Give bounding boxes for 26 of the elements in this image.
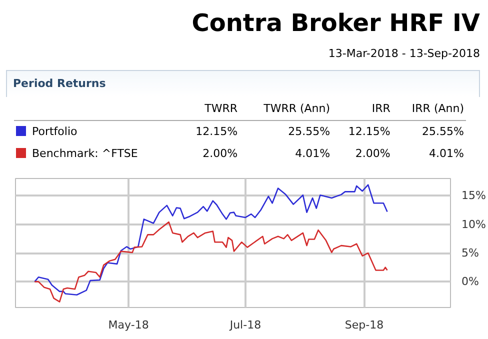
y-tick-label: 15% [462,189,486,202]
x-tick-label: Jul-18 [228,318,262,332]
y-tick-label: 10% [462,218,486,231]
y-tick-label: 0% [462,275,479,288]
legend-label: Benchmark: ^FTSE [31,146,139,162]
text: 12.15% [347,124,392,140]
y-tick-label: 5% [462,246,479,260]
chart-subtitle: 13-Mar-2018 - 13-Sep-2018 [327,46,480,62]
text: TWRR [179,96,240,121]
x-tick-label: Sep-18 [344,318,384,332]
line-series [34,221,388,302]
chart-title: Contra Broker HRF IV [190,8,480,39]
text: 2.00% [202,146,239,162]
text: Period Returns [6,70,480,97]
text: 4.01% [294,146,332,162]
text: 4.01% [428,146,465,162]
text: IRR (Ann) [392,96,466,121]
text: 2.00% [354,146,392,162]
text: 25.55% [287,124,332,140]
text: 12.15% [194,124,239,140]
text: 25.55% [421,124,465,140]
text: IRR [332,96,392,121]
line-series [34,184,388,296]
legend-label: Portfolio [31,124,78,140]
x-tick-label: May-18 [108,318,149,332]
text: TWRR (Ann) [240,96,332,121]
